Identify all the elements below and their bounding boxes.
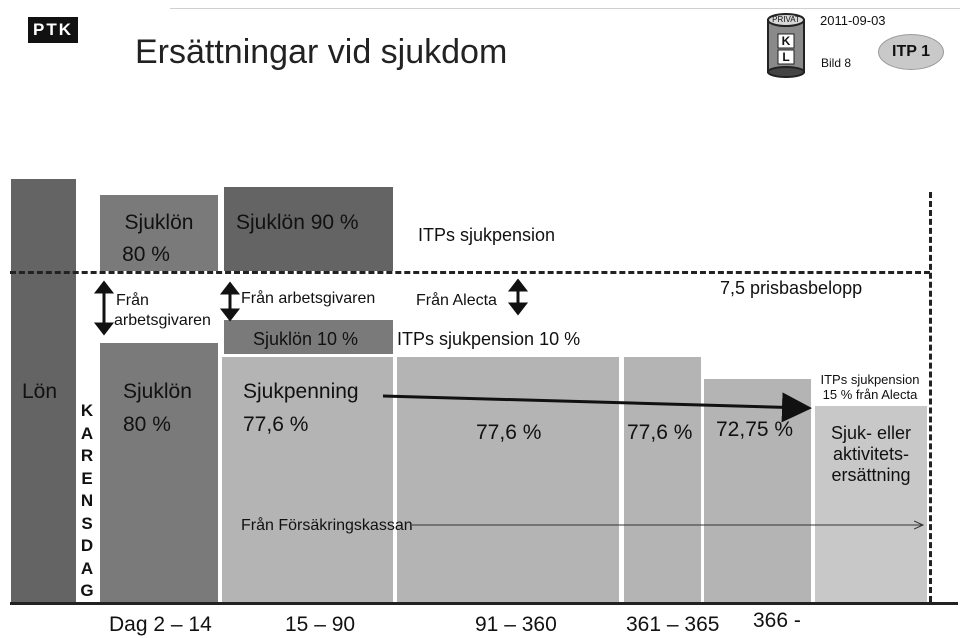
sjuklon10-bar bbox=[224, 320, 393, 354]
pct-361-365: 77,6 % bbox=[627, 421, 693, 444]
sjukpenning-pct: 77,6 % bbox=[243, 413, 309, 436]
sjukpenning-arrow bbox=[382, 392, 812, 423]
period-label-361-365: 361 – 365 bbox=[626, 613, 720, 636]
itps15-label-1: ITPs sjukpension bbox=[820, 372, 920, 387]
seal-top-text: PRIVAT bbox=[772, 15, 800, 24]
privat-kl-seal-icon: PRIVAT K L bbox=[764, 12, 808, 78]
ptk-logo: PTK bbox=[28, 17, 78, 43]
itp1-badge: ITP 1 bbox=[878, 34, 944, 70]
aktivitet-label-1: Sjuk- eller bbox=[830, 423, 912, 443]
sjuklon80-upper-pct: 80 % bbox=[122, 243, 170, 266]
fran-arbetsgivaren-mid: Från arbetsgivaren bbox=[241, 290, 376, 307]
sjuklon10-label: Sjuklön 10 % bbox=[253, 329, 359, 349]
sjuklon90-label: Sjuklön 90 % bbox=[236, 211, 359, 234]
aktivitet-bar bbox=[815, 406, 927, 602]
sjukpenning-bar bbox=[222, 357, 393, 602]
fran-alecta-label: Från Alecta bbox=[416, 292, 497, 309]
lon-label: Lön bbox=[22, 380, 58, 403]
period-label-366: 366 - bbox=[753, 609, 801, 632]
sjuklon-lower-title: Sjuklön bbox=[123, 380, 192, 403]
right-dashed-border bbox=[929, 192, 932, 602]
pct-366: 72,75 % bbox=[716, 418, 794, 441]
seal-letter-l: L bbox=[782, 50, 790, 64]
sjuklon80-upper-title: Sjuklön bbox=[124, 211, 194, 234]
time-axis bbox=[10, 602, 958, 605]
period-label-15-90: 15 – 90 bbox=[285, 613, 356, 636]
itps15-label-2: 15 % från Alecta bbox=[822, 387, 918, 402]
sjuklon90-upper-bar bbox=[224, 187, 393, 271]
header-rule bbox=[170, 8, 960, 9]
date-label: 2011-09-03 bbox=[820, 13, 886, 28]
sjuklon80-upper-bar bbox=[100, 195, 218, 271]
seal-letter-k: K bbox=[781, 34, 791, 48]
bar-361-365 bbox=[624, 357, 701, 602]
pct-91-360: 77,6 % bbox=[476, 421, 542, 444]
aktivitet-label-2: aktivitets- bbox=[832, 444, 910, 464]
double-arrow-icon bbox=[219, 281, 241, 322]
fran-arbetsgivaren-left-1: Från bbox=[116, 292, 149, 309]
prisbasbelopp-line bbox=[10, 271, 930, 274]
lon-bar bbox=[11, 179, 76, 602]
itps10-label: ITPs sjukpension 10 % bbox=[397, 329, 581, 349]
sjuklon-lower-pct: 80 % bbox=[123, 413, 171, 436]
slide-number: Bild 8 bbox=[821, 56, 852, 70]
prisbasbelopp-label: 7,5 prisbasbelopp bbox=[720, 278, 863, 298]
page-title: Ersättningar vid sjukdom bbox=[135, 33, 508, 71]
double-arrow-icon bbox=[93, 280, 115, 336]
sjuklon80-lower-bar bbox=[100, 343, 218, 602]
aktivitet-label-3: ersättning bbox=[831, 465, 911, 485]
period-label-2-14: Dag 2 – 14 bbox=[109, 613, 212, 636]
period-label-91-360: 91 – 360 bbox=[475, 613, 557, 636]
sjukpenning-label: Sjukpenning bbox=[243, 380, 359, 403]
itps-label: ITPs sjukpension bbox=[418, 225, 556, 245]
fran-arbetsgivaren-left-2: arbetsgivaren bbox=[114, 312, 211, 329]
double-arrow-icon bbox=[507, 278, 529, 316]
forsakringskassan-label: Från Försäkringskassan bbox=[241, 517, 413, 534]
